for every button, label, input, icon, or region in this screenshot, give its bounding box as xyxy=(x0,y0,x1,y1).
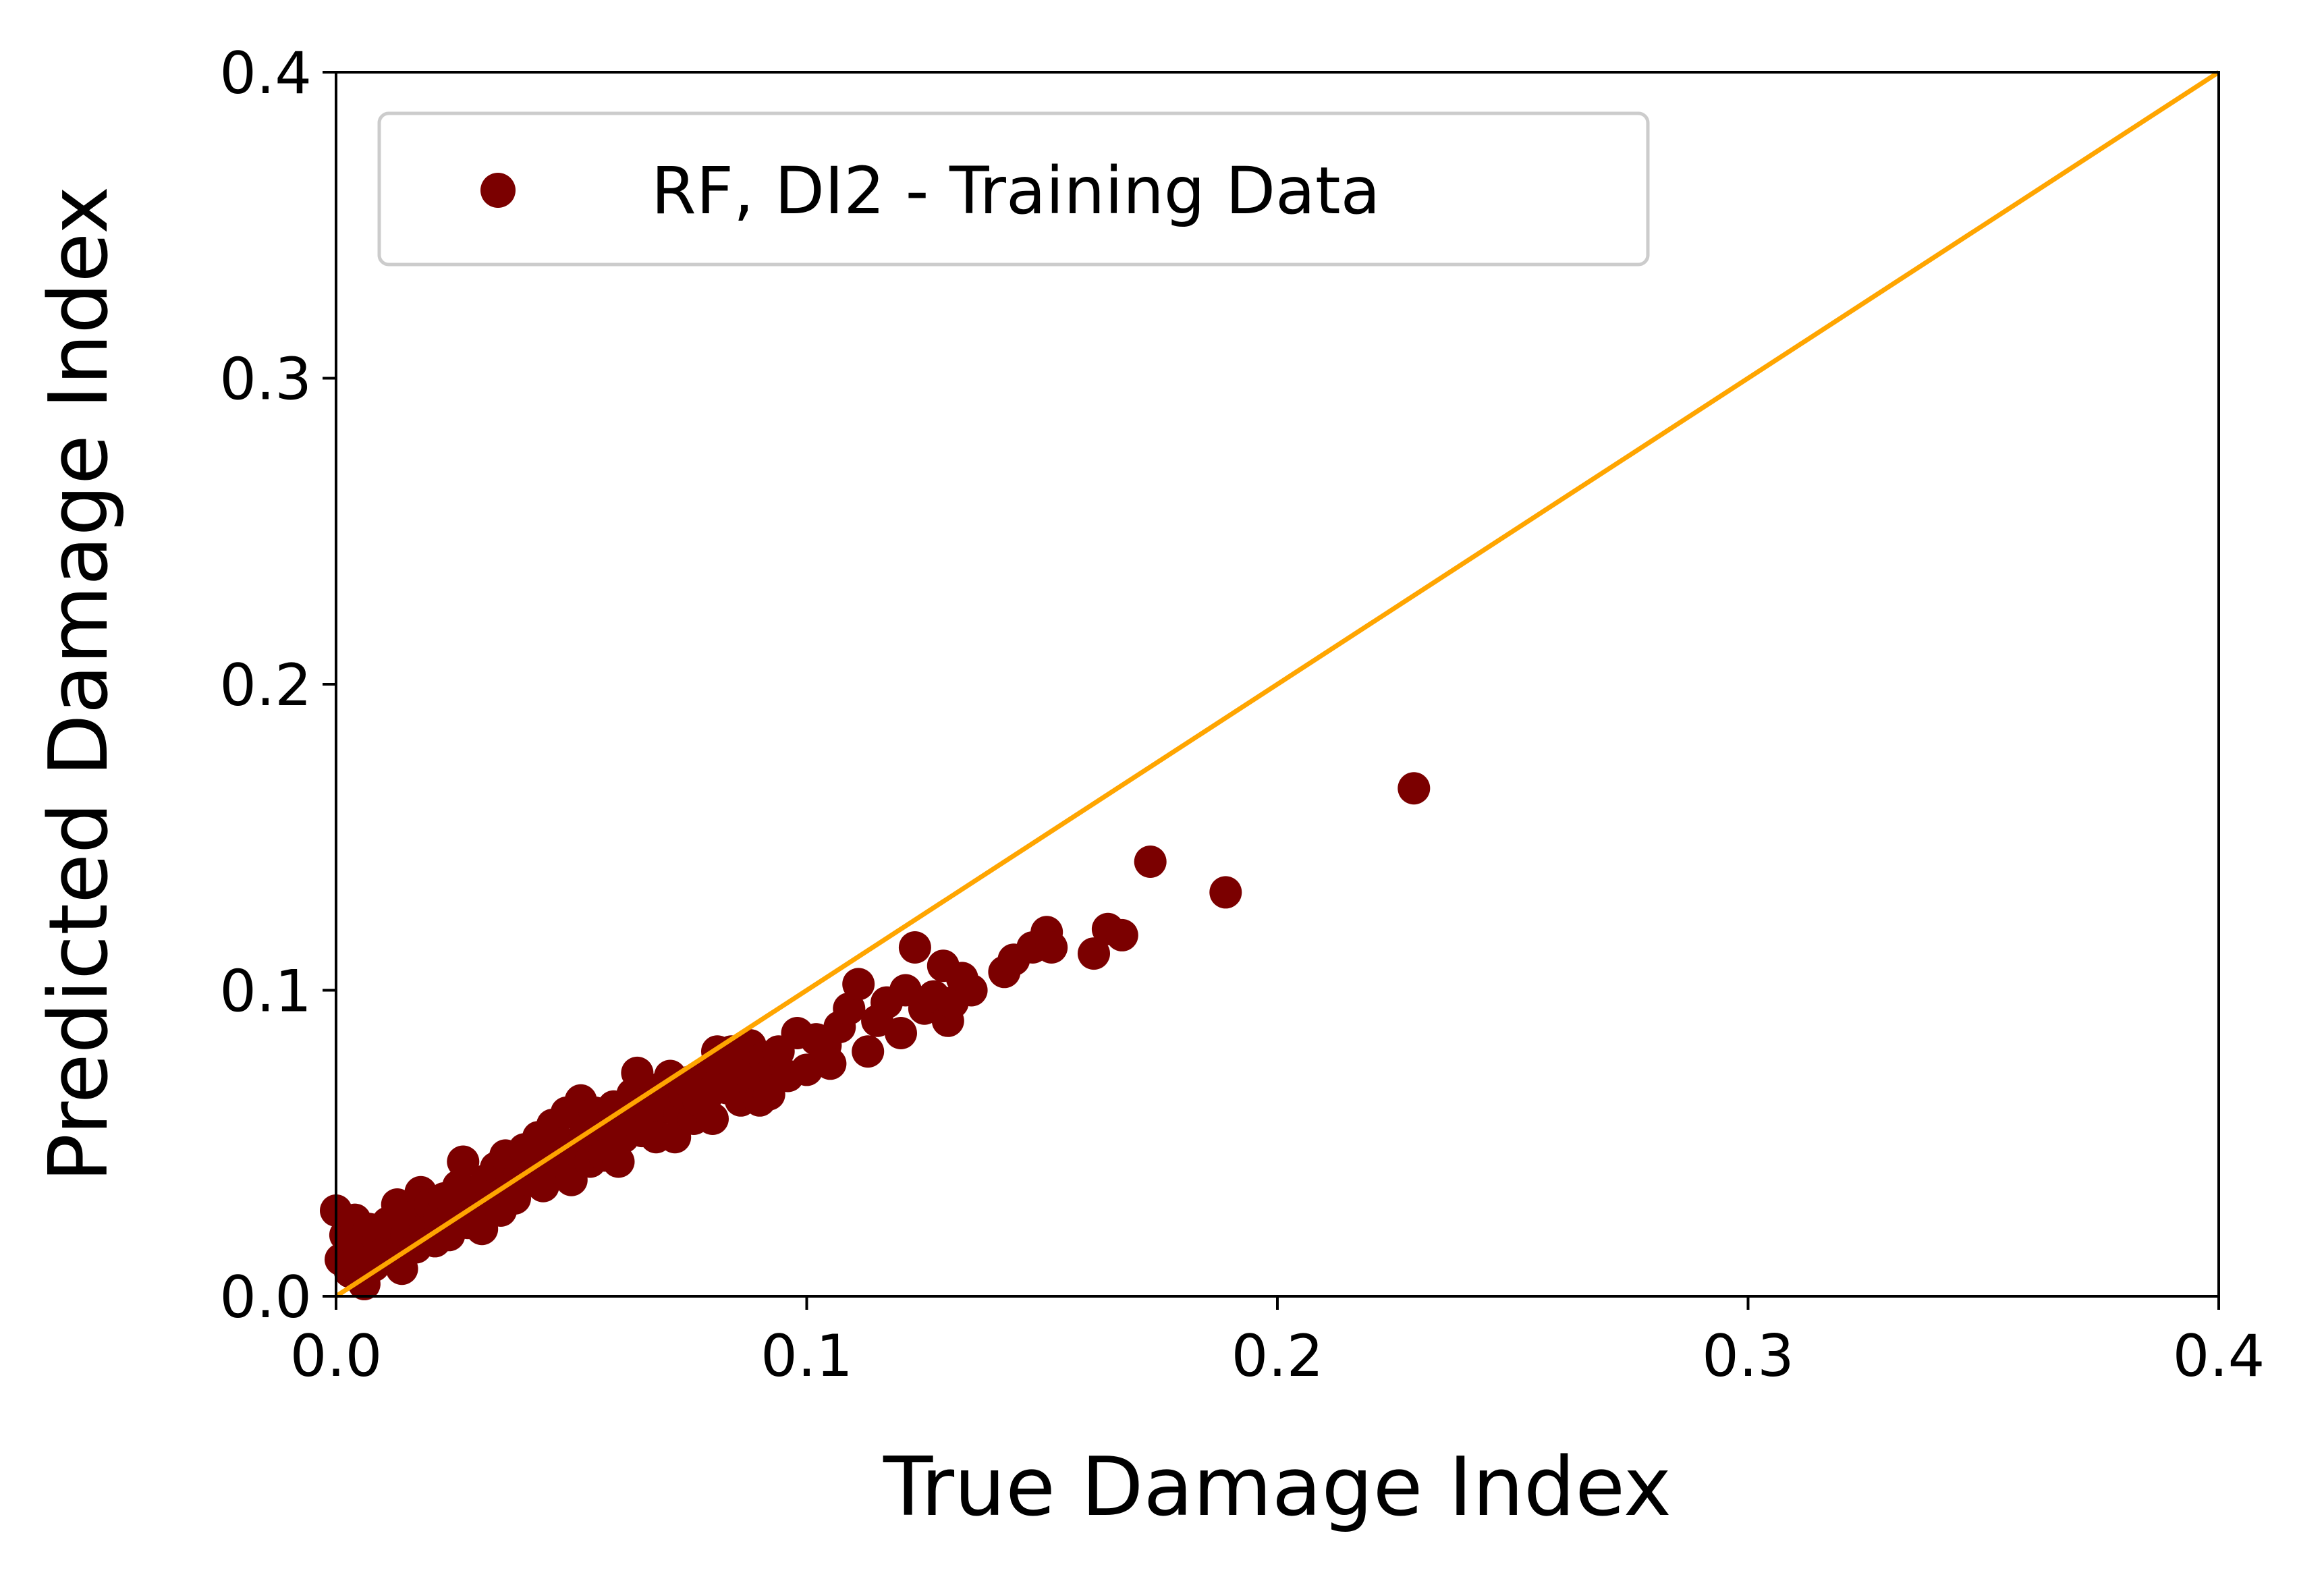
reference-line-layer xyxy=(335,70,2220,1298)
legend: RF, DI2 - Training Data xyxy=(377,111,1650,267)
legend-marker xyxy=(480,173,516,208)
y-tick-label: 0.2 xyxy=(219,652,312,719)
data-point xyxy=(842,968,875,1001)
x-axis-title: True Damage Index xyxy=(883,1441,1671,1534)
x-tick-label: 0.2 xyxy=(1232,1323,1324,1390)
data-point xyxy=(1398,772,1431,805)
data-point xyxy=(814,1047,847,1080)
data-point xyxy=(1209,876,1242,909)
plot-frame xyxy=(335,71,2220,1298)
data-point xyxy=(955,974,988,1007)
reference-line xyxy=(335,70,2220,1298)
data-point xyxy=(885,1017,917,1049)
y-tick-label: 0.1 xyxy=(219,958,312,1026)
data-point xyxy=(1105,918,1138,951)
legend-box xyxy=(377,111,1650,267)
data-points xyxy=(320,772,1431,1300)
x-tick-label: 0.4 xyxy=(2173,1323,2265,1390)
data-point xyxy=(1078,937,1110,970)
data-point xyxy=(852,1035,885,1068)
y-axis-title: Predicted Damage Index xyxy=(32,186,126,1182)
data-point xyxy=(833,992,866,1025)
x-tick-label: 0.0 xyxy=(290,1323,383,1390)
data-point xyxy=(447,1145,480,1178)
x-tick-label: 0.1 xyxy=(760,1323,853,1390)
axis-ticks: 0.0 0.1 0.2 0.3 0.4 0.0 0.1 0.2 0.3 0.4 xyxy=(219,40,2265,1390)
y-tick-label: 0.4 xyxy=(219,40,312,107)
legend-label: RF, DI2 - Training Data xyxy=(651,153,1380,229)
data-point xyxy=(1134,846,1167,878)
y-tick-label: 0.0 xyxy=(219,1264,312,1331)
data-point xyxy=(898,931,931,964)
data-point xyxy=(696,1103,729,1135)
x-tick-label: 0.3 xyxy=(1702,1323,1794,1390)
y-tick-label: 0.3 xyxy=(219,346,312,414)
data-point xyxy=(1035,931,1068,964)
data-point xyxy=(621,1056,654,1089)
data-point xyxy=(602,1145,635,1178)
